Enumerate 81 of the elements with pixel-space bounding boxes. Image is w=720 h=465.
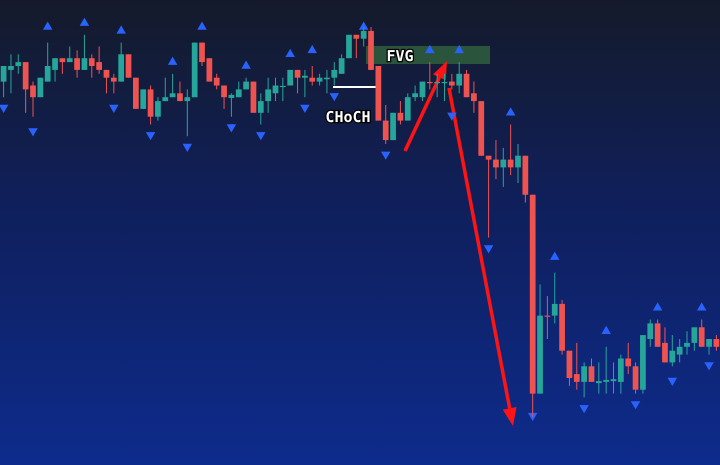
candlestick xyxy=(96,46,102,74)
candlestick xyxy=(66,46,73,63)
point xyxy=(256,132,266,140)
candlestick xyxy=(398,100,404,125)
point xyxy=(630,401,640,410)
point xyxy=(579,405,589,414)
candlestick xyxy=(588,358,594,382)
candlestick xyxy=(309,66,316,86)
annotation: FVG xyxy=(386,47,414,65)
point xyxy=(307,44,317,54)
candlestick xyxy=(243,77,249,90)
candlestick xyxy=(294,69,300,94)
candlestick xyxy=(596,362,602,394)
point xyxy=(28,128,38,136)
point xyxy=(506,107,516,116)
point xyxy=(447,112,457,121)
candlestick xyxy=(508,124,514,176)
candlestick xyxy=(706,338,712,356)
point xyxy=(197,22,207,30)
point xyxy=(285,48,295,58)
candlestick xyxy=(140,88,146,110)
point xyxy=(80,18,90,26)
point xyxy=(601,326,611,334)
point xyxy=(330,93,340,102)
point xyxy=(168,56,178,65)
point xyxy=(652,302,662,311)
candlestick xyxy=(60,58,66,74)
candlestick xyxy=(37,77,44,98)
candlestick xyxy=(214,73,220,90)
candlestick xyxy=(162,77,168,102)
point xyxy=(241,60,251,69)
candlestick xyxy=(331,62,338,86)
candlestick xyxy=(338,54,344,74)
candlestick xyxy=(382,104,389,144)
candlestick xyxy=(552,272,558,324)
candlestick xyxy=(676,338,683,363)
candlestick xyxy=(456,62,462,94)
candlestick xyxy=(714,334,720,352)
point xyxy=(146,132,156,140)
point xyxy=(109,104,119,114)
point xyxy=(668,378,678,386)
candlestick xyxy=(448,73,455,90)
point xyxy=(704,362,714,370)
point xyxy=(116,25,126,34)
candlestick xyxy=(684,330,690,356)
annotation: CHoCH xyxy=(325,108,371,126)
candlestick xyxy=(500,147,506,188)
candlestick xyxy=(221,85,227,110)
candlestick xyxy=(691,326,698,352)
candlestick xyxy=(404,92,411,122)
candlestick xyxy=(88,54,95,78)
candlestick xyxy=(258,92,264,125)
candlestick xyxy=(74,50,80,78)
candlestick xyxy=(698,319,705,348)
point xyxy=(182,144,192,152)
candlestick xyxy=(110,73,117,94)
candlestick xyxy=(515,144,521,184)
candlestick xyxy=(544,296,550,340)
candlestick xyxy=(632,362,638,394)
point xyxy=(696,302,706,311)
point xyxy=(300,104,310,114)
point xyxy=(226,124,236,133)
point xyxy=(484,245,494,254)
candlestick xyxy=(493,140,499,180)
point xyxy=(0,104,8,114)
candlestick xyxy=(625,342,632,375)
candlestick xyxy=(15,54,22,74)
candlestick xyxy=(581,362,587,398)
candlestick xyxy=(486,155,492,238)
candlestick xyxy=(170,73,176,98)
candlestick xyxy=(184,88,190,137)
candlestick xyxy=(82,34,88,70)
candlestick xyxy=(669,334,676,367)
candlestick xyxy=(104,69,110,94)
point xyxy=(550,252,560,260)
candlestick xyxy=(155,96,161,122)
candlestick xyxy=(177,81,183,102)
point xyxy=(425,44,435,54)
point xyxy=(454,44,464,54)
point xyxy=(42,22,52,30)
point xyxy=(380,152,390,160)
